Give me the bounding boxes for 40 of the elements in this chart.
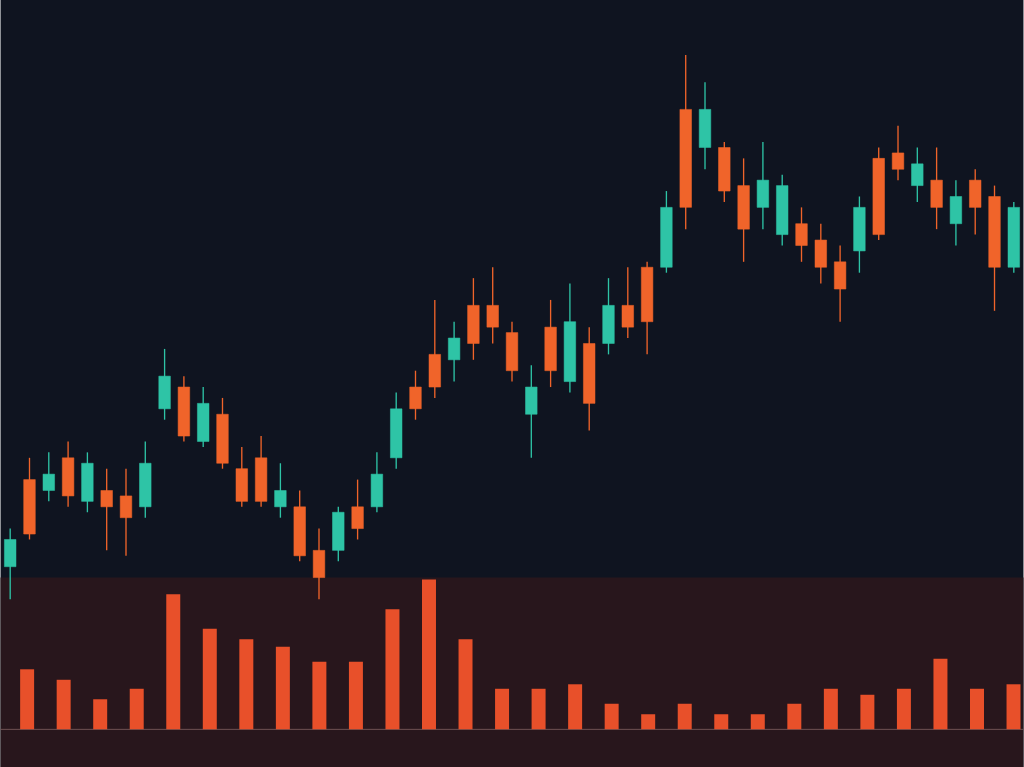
bar — [239, 639, 254, 730]
bar — [677, 703, 692, 730]
candlestick — [911, 146, 924, 203]
bar — [20, 669, 35, 730]
bar — [823, 688, 838, 730]
bar — [933, 658, 948, 730]
bar — [568, 684, 583, 730]
bar — [860, 694, 875, 730]
bar — [604, 703, 619, 730]
candlestick — [486, 266, 499, 345]
bar — [641, 714, 656, 730]
bar — [312, 661, 327, 730]
candlestick — [448, 320, 461, 383]
candlestick — [795, 206, 808, 263]
bar — [714, 714, 729, 730]
bar — [422, 579, 436, 730]
bar — [896, 688, 911, 730]
bar — [56, 679, 71, 730]
candlestick — [409, 369, 422, 421]
bar — [458, 639, 473, 730]
candlestick — [42, 451, 55, 502]
bar — [787, 703, 802, 730]
bar — [750, 714, 765, 730]
candlestick — [621, 266, 634, 339]
bar — [275, 646, 290, 730]
candlestick — [119, 467, 133, 557]
candlestick — [891, 124, 905, 181]
bar — [531, 688, 546, 730]
candlestick — [351, 478, 364, 541]
bar — [385, 609, 400, 730]
bar — [348, 661, 363, 730]
candlestick — [274, 462, 287, 519]
bar — [1006, 684, 1021, 730]
candlestick — [100, 467, 113, 551]
bar — [166, 594, 181, 730]
bar — [202, 628, 217, 730]
bar — [93, 699, 108, 730]
bar — [495, 688, 510, 730]
bar — [129, 688, 144, 730]
bar — [969, 688, 984, 730]
